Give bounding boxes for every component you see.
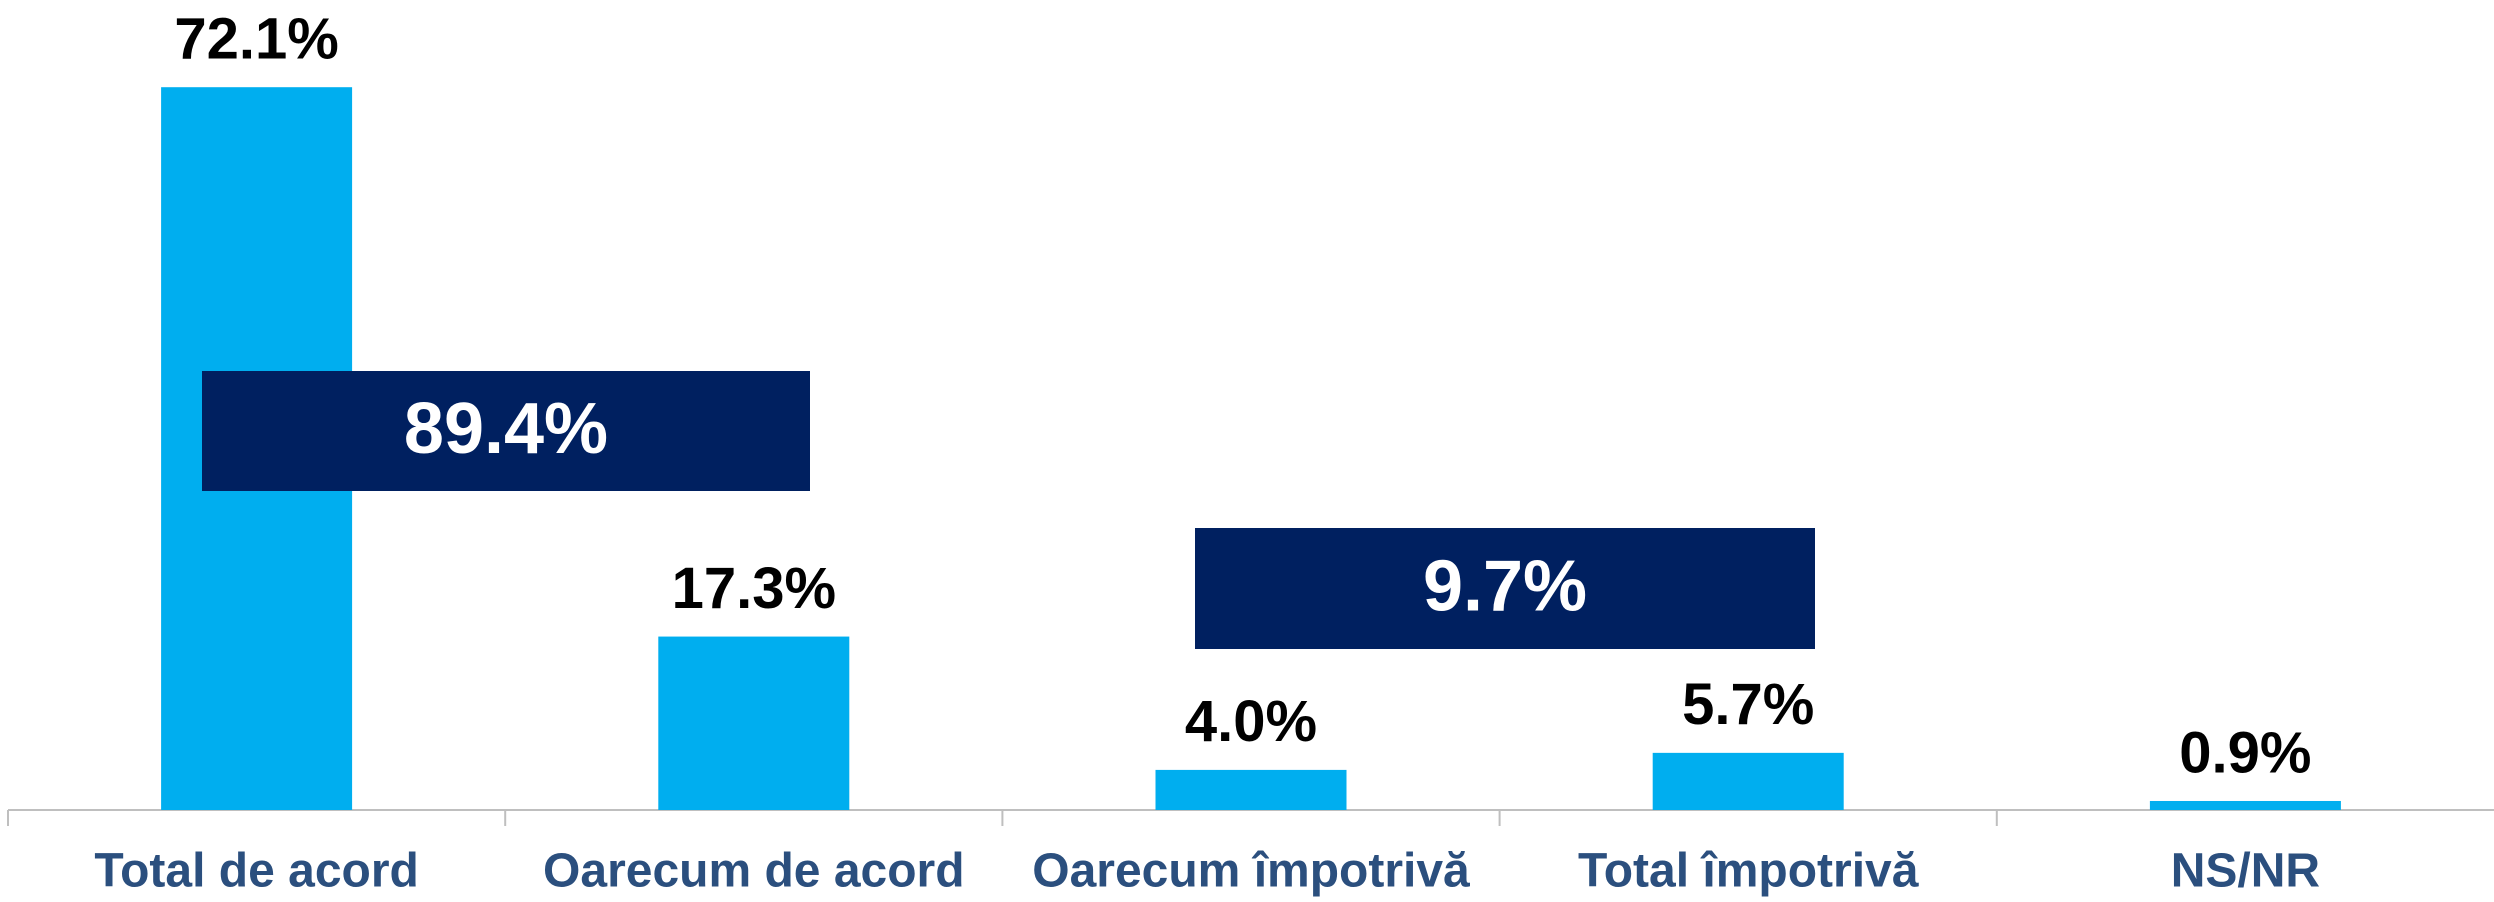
x-tick-label: NS/NR [2171, 845, 2320, 898]
x-tick-label: Total împotrivă [1578, 845, 1919, 898]
x-tick-label: Oarecum de acord [543, 845, 965, 898]
value-label: 72.1% [174, 7, 338, 72]
x-tick-label: Total de acord [94, 845, 419, 898]
annotation-box [202, 371, 810, 491]
bar [2149, 800, 2341, 810]
value-label: 4.0% [1185, 689, 1317, 754]
bar [658, 636, 850, 810]
annotation-box [1195, 528, 1815, 649]
bar [1155, 769, 1347, 810]
bar [1652, 752, 1844, 810]
value-label: 17.3% [672, 556, 836, 621]
annotation-text: 89.4% [404, 389, 608, 469]
x-tick-label: Oarecum împotrivă [1032, 845, 1470, 898]
value-label: 5.7% [1682, 672, 1814, 737]
annotation-text: 9.7% [1423, 547, 1587, 627]
value-label: 0.9% [2179, 720, 2311, 785]
